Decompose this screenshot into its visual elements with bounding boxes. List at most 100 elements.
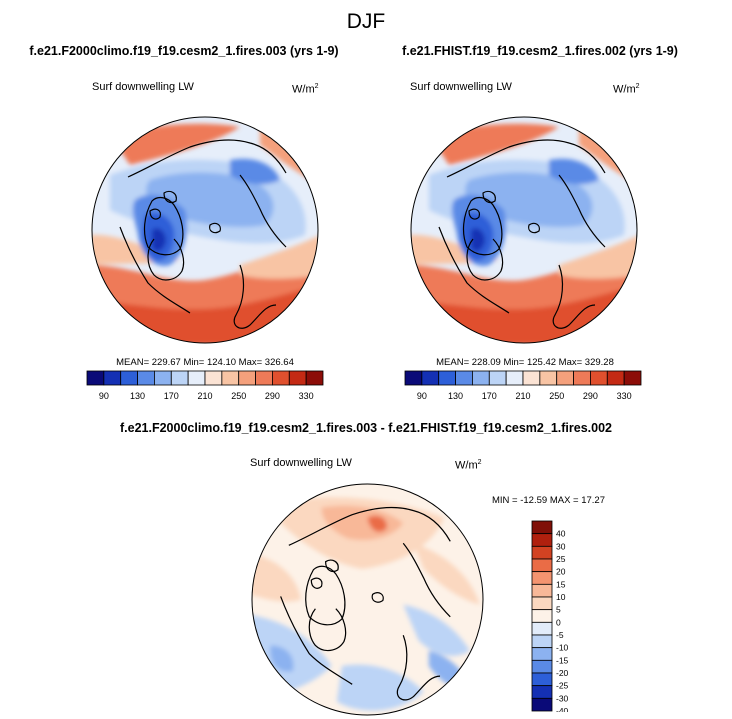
panel-2-colorbar-box — [556, 370, 574, 386]
panel-2-colorbar-box — [488, 370, 507, 386]
panel-2-coastline — [468, 208, 480, 220]
diff-colorbar-tick-label: -30 — [556, 693, 569, 703]
panel-1-coastline — [143, 196, 184, 256]
panel-1-coastline — [147, 238, 185, 281]
diff-panel-units: W/m2 — [455, 459, 482, 472]
diff-panel-coastline — [288, 506, 451, 546]
panel-2-coastline — [528, 222, 540, 234]
panel-1-colorbar-tick-label: 130 — [130, 391, 145, 401]
panel-2-map — [410, 116, 638, 344]
diff-colorbar-box — [531, 647, 553, 661]
panel-1-colorbar-box — [255, 370, 273, 386]
diff-colorbar-box — [531, 685, 553, 699]
panel-1-coastline — [149, 208, 161, 220]
panel-1-colorbar: 90130170210250290330370 — [86, 370, 324, 401]
panel-1-colorbar-box — [187, 370, 206, 386]
panel-2-field-region — [559, 235, 637, 279]
diff-colorbar-tick-label: 30 — [556, 541, 566, 551]
panel-1-colorbar-box — [103, 370, 122, 386]
panel-1-colorbar-box — [204, 370, 223, 386]
diff-colorbar-tick-label: -15 — [556, 655, 569, 665]
panel-2-coastline — [446, 139, 606, 178]
diff-panel-variable-label: Surf downwelling LW — [250, 457, 352, 469]
panel-1-stats: MEAN= 229.67 Min= 124.10 Max= 326.64 — [116, 357, 294, 368]
diff-panel-coastline — [402, 542, 451, 618]
panel-2-colorbar-box — [404, 370, 423, 386]
panel-1-colorbar-tick-label: 330 — [299, 391, 314, 401]
diff-panel-coastline — [396, 635, 441, 701]
panel-2-colorbar-tick-label: 330 — [617, 391, 632, 401]
panel-1-variable-label: Surf downwelling LW — [92, 81, 194, 93]
panel-1-colorbar-tick-label: 290 — [265, 391, 280, 401]
diff-panel-coastline — [280, 596, 353, 685]
panel-2-title: f.e21.FHIST.f19_f19.cesm2_1.fires.002 (y… — [402, 44, 678, 58]
panel-2-colorbar-tick-label: 90 — [417, 391, 427, 401]
diff-colorbar-box — [531, 558, 553, 573]
panel-2-colorbar-tick-label: 210 — [515, 391, 530, 401]
diff-panel-coastline — [324, 559, 339, 573]
diff-panel-field-region — [270, 645, 294, 672]
diff-panel-map-border — [251, 483, 484, 716]
panel-2-colorbar-box — [455, 370, 473, 386]
diff-colorbar-tick-label: 25 — [556, 554, 566, 564]
diff-panel-field-region — [252, 553, 302, 602]
diff-colorbar-box — [531, 697, 553, 712]
panel-1-colorbar-box — [120, 370, 138, 386]
panel-2-coastline — [462, 196, 503, 256]
panel-2-colorbar-box — [438, 370, 456, 386]
diff-colorbar-box — [531, 533, 553, 547]
diff-panel-stats: MIN = -12.59 MAX = 17.27 — [492, 495, 606, 506]
diff-panel-field-region — [321, 505, 404, 541]
panel-1-coastline — [119, 226, 191, 314]
diff-colorbar-box — [531, 571, 553, 585]
panel-1-colorbar-tick-label: 90 — [99, 391, 109, 401]
diff-colorbar-tick-label: 0 — [556, 617, 561, 627]
diff-colorbar-tick-label: 10 — [556, 592, 566, 602]
diff-colorbar-tick-label: -10 — [556, 643, 569, 653]
panel-1-colorbar-box — [154, 370, 172, 386]
figure-title: DJF — [346, 10, 386, 33]
diff-colorbar-box — [531, 520, 553, 535]
diff-panel-title: f.e21.F2000climo.f19_f19.cesm2_1.fires.0… — [120, 421, 612, 435]
panel-2-stats: MEAN= 228.09 Min= 125.42 Max= 329.28 — [436, 357, 614, 368]
panel-1-coastline — [127, 139, 287, 178]
panel-1-coastline — [233, 264, 277, 329]
diff-panel-coastline — [305, 565, 346, 626]
diff-panel-coastline — [308, 608, 347, 652]
diff-panel-coastline — [371, 592, 384, 603]
panel-1-coastline — [209, 222, 221, 234]
diff-colorbar-box — [531, 545, 553, 560]
diff-colorbar-box — [531, 583, 553, 598]
diff-colorbar-tick-label: -5 — [556, 630, 564, 640]
panel-2-colorbar-box — [590, 370, 608, 386]
panel-1-colorbar-box — [170, 370, 189, 386]
diff-colorbar-tick-label: 15 — [556, 579, 566, 589]
panel-1-field-region — [152, 228, 166, 252]
panel-2-colorbar-box — [539, 370, 558, 386]
panel-2-colorbar-tick-label: 130 — [448, 391, 463, 401]
diff-colorbar-box — [531, 672, 553, 687]
panel-2-colorbar-box — [522, 370, 541, 386]
panel-1-colorbar-box — [137, 370, 155, 386]
diff-panel-colorbar: 40 30 25 20 15 10 5 0 -5 -10 -15 -20 -25 -30 -40 — [531, 520, 569, 712]
diff-colorbar-tick-label: -40 — [556, 706, 569, 712]
panel-2-colorbar-box — [573, 370, 591, 386]
panel-2-coastline — [466, 238, 504, 281]
panel-1-colorbar-box — [288, 370, 307, 386]
diff-panel-field-region — [367, 515, 387, 532]
panel-1-coastline — [239, 174, 287, 248]
panel-1-colorbar-tick-label: 250 — [231, 391, 246, 401]
panel-1-map — [91, 116, 319, 344]
panel-2-field-region — [471, 228, 485, 252]
panel-1-colorbar-box — [86, 370, 105, 386]
panel-2-map-border — [410, 116, 638, 344]
panel-1-coastline — [163, 190, 177, 204]
panel-2-coastline — [552, 264, 596, 329]
panel-1-colorbar-tick-label: 170 — [164, 391, 179, 401]
panel-2-colorbar-tick-label: 290 — [583, 391, 598, 401]
diff-colorbar-tick-label: 40 — [556, 529, 566, 539]
panel-2-colorbar-box — [623, 370, 642, 386]
panel-2-variable-label: Surf downwelling LW — [410, 81, 512, 93]
diff-colorbar-box — [531, 621, 553, 636]
panel-1-colorbar-box — [305, 370, 324, 386]
